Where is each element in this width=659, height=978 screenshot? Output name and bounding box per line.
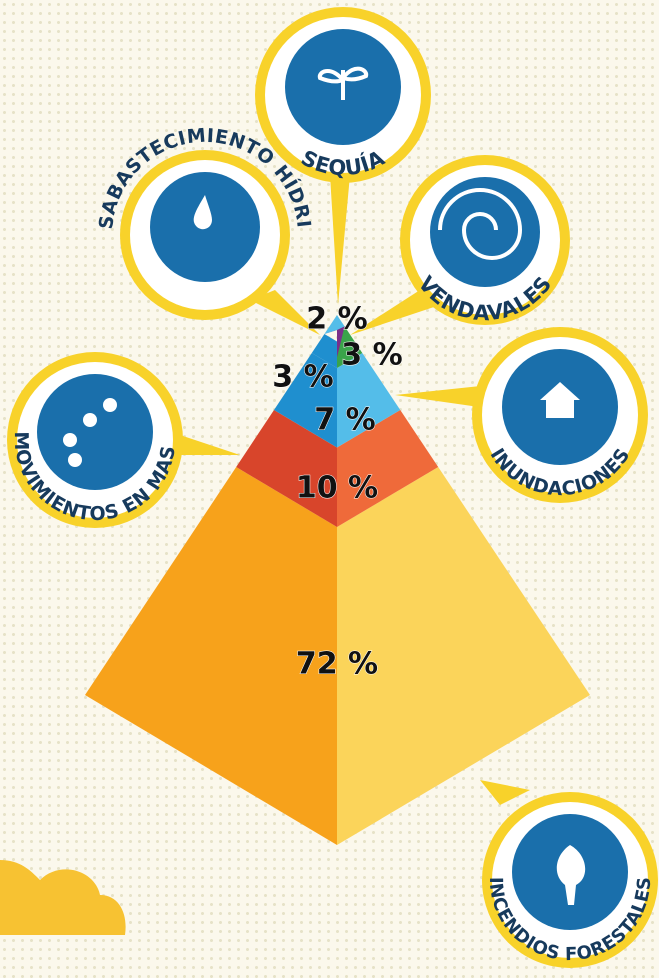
- icon: [83, 413, 97, 427]
- icon-bg: [37, 374, 153, 490]
- icon: [193, 195, 212, 230]
- icon: [317, 66, 369, 100]
- pyramid-face: [337, 326, 363, 368]
- callout-circles: [7, 7, 658, 968]
- cloud: [0, 860, 126, 935]
- percentage: 3 %: [272, 360, 333, 395]
- pyramid-face: [236, 410, 337, 527]
- pyramid-face: [337, 410, 439, 527]
- pyramid: [85, 315, 590, 845]
- pyramid-face: [85, 467, 337, 845]
- icon: [103, 398, 117, 412]
- percentage: 10 %: [296, 471, 378, 506]
- pyramid-face: [324, 315, 345, 334]
- percentage: 72 %: [296, 647, 378, 682]
- icon: [438, 188, 523, 260]
- pyramid-face: [274, 353, 337, 448]
- icon: [540, 382, 580, 418]
- icon: [556, 845, 586, 905]
- icon: [68, 453, 82, 467]
- percentage: 2 %: [306, 302, 367, 337]
- icon-bg: [430, 177, 540, 287]
- pyramid-face: [311, 334, 337, 368]
- percentage: 3 %: [341, 338, 402, 373]
- pyramid-face: [337, 467, 590, 845]
- icon: [63, 433, 77, 447]
- pyramid-face: [337, 353, 401, 448]
- pyramid-face: [324, 326, 345, 358]
- percentage: 7 %: [314, 403, 375, 438]
